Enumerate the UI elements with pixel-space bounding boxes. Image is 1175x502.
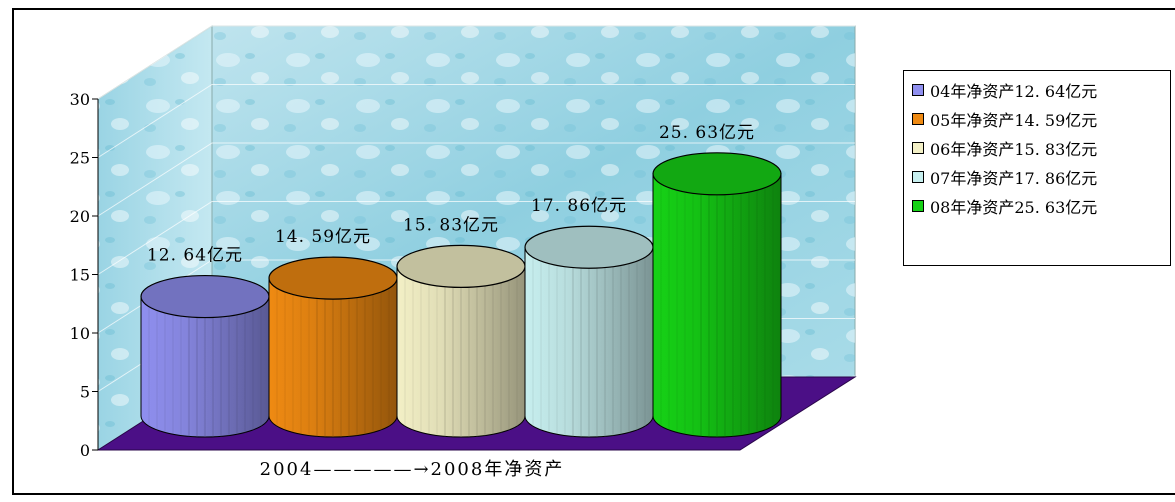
y-tick-label: 10 [70,324,90,343]
bar-cylinder [140,274,270,438]
legend-swatch [912,113,924,125]
bars [140,152,782,438]
bar-top [524,225,654,269]
y-axis: 0 5 10 15 20 25 30 [70,90,98,460]
legend-item: 08年净资产25. 63亿元 [912,193,1170,219]
data-label: 14. 59亿元 [275,227,371,247]
data-label: 15. 83亿元 [403,215,499,235]
legend-swatch [912,142,924,154]
legend-item: 06年净资产15. 83亿元 [912,135,1170,161]
legend-item: 07年净资产17. 86亿元 [912,164,1170,190]
gridline [97,201,855,275]
y-tick-label: 5 [80,383,90,402]
data-labels: 12. 64亿元 14. 59亿元 15. 83亿元 17. 86亿元 25. 63亿元 [147,123,755,266]
data-label: 12. 64亿元 [147,246,243,266]
legend-swatch [912,84,924,96]
legend-label: 08年净资产25. 63亿元 [930,198,1098,217]
y-tick-label: 0 [80,441,90,460]
bar-top [652,152,782,196]
legend-label: 06年净资产15. 83亿元 [930,140,1098,159]
legend-label: 04年净资产12. 64亿元 [930,82,1098,101]
bar-top [268,256,398,300]
data-label: 17. 86亿元 [531,196,627,216]
bar-top [140,274,270,319]
gridline [97,25,855,100]
legend-label: 05年净资产14. 59亿元 [930,111,1098,130]
gridline [97,84,855,158]
legend-item: 04年净资产12. 64亿元 [912,77,1170,103]
y-tick-label: 25 [70,149,90,168]
gridline [97,142,855,217]
legend-label: 07年净资产17. 86亿元 [930,169,1098,188]
legend-swatch [912,171,924,183]
y-tick-label: 30 [70,90,90,109]
bar-top [396,244,526,289]
bar-cylinder [524,225,654,438]
bar-cylinder [268,256,398,438]
legend-item: 05年净资产14. 59亿元 [912,106,1170,132]
data-label: 25. 63亿元 [659,123,755,143]
bar-cylinder [652,152,782,438]
y-tick-label: 15 [70,266,90,285]
y-tick-label: 20 [70,207,90,226]
x-axis-label: 2004—————→2008年净资产 [260,459,565,480]
bar-cylinder [396,244,526,438]
legend-swatch [912,200,924,212]
chart-frame [12,8,1175,495]
legend: 04年净资产12. 64亿元 05年净资产14. 59亿元 06年净资产15. 83… [903,70,1171,266]
